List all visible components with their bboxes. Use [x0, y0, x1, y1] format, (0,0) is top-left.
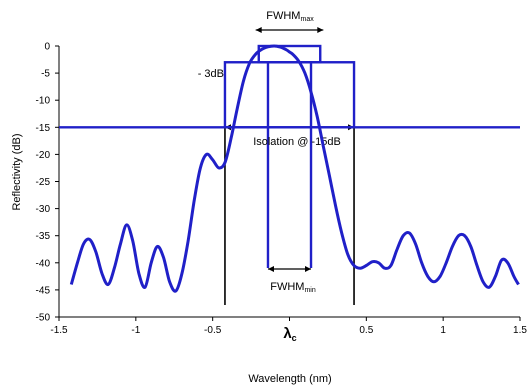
y-tick-label: -25 — [36, 177, 51, 188]
y-tick-label: -10 — [36, 96, 51, 107]
x-tick-label: -1 — [131, 325, 140, 336]
y-tick-label: 0 — [44, 42, 50, 53]
y-tick-label: -30 — [36, 204, 51, 215]
x-tick-label: -0.5 — [204, 325, 222, 336]
x-tick-label: 1.5 — [513, 325, 527, 336]
fwhm-max-label: FWHMmax — [266, 10, 314, 23]
db3-label: - 3dB — [198, 68, 224, 80]
x-tick-label: -1.5 — [50, 325, 68, 336]
x-tick-label: 0.5 — [359, 325, 373, 336]
isolation-label: Isolation @ -15dB — [253, 136, 341, 148]
x-axis-title: Wavelength (nm) — [248, 373, 331, 385]
x-tick-label: 1 — [440, 325, 446, 336]
max-box — [257, 44, 322, 64]
y-tick-label: -40 — [36, 258, 51, 269]
db3-box — [223, 61, 356, 129]
y-tick-label: -45 — [36, 285, 51, 296]
y-tick-label: -35 — [36, 231, 51, 242]
lambda-c-label: λc — [283, 325, 296, 343]
y-tick-label: -20 — [36, 150, 51, 161]
y-tick-label: -15 — [36, 123, 51, 134]
reflectivity-curve — [69, 44, 520, 293]
y-axis-title: Reflectivity (dB) — [11, 133, 23, 210]
y-tick-label: -5 — [41, 69, 50, 80]
fwhm-min-label: FWHMmin — [270, 281, 316, 294]
y-tick-label: -50 — [36, 313, 51, 324]
